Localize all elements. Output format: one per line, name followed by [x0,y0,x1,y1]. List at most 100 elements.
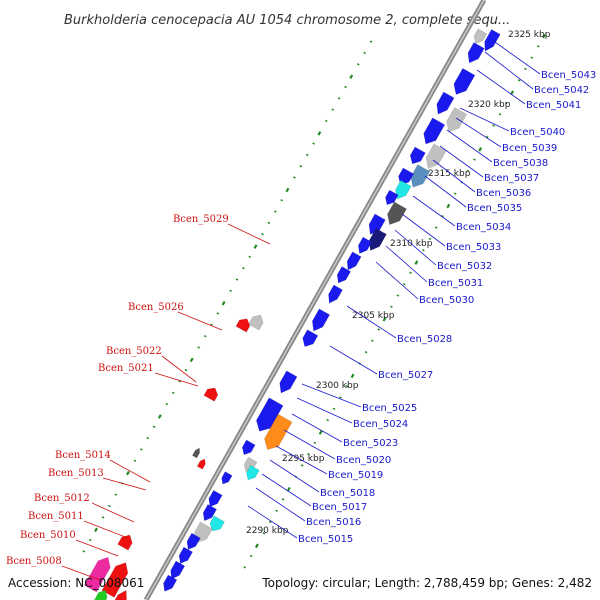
forward-gene-arrow[interactable] [407,164,431,191]
reverse-gene-arrow[interactable] [235,316,252,333]
reverse-gene-arrow[interactable] [111,588,131,600]
gene-label-fwd[interactable]: Bcen_5028 [397,334,452,345]
forward-gene-arrow[interactable] [206,489,223,509]
gc-dot [339,396,342,399]
gene-label-rev[interactable]: Bcen_5013 [48,468,104,479]
forward-gene-arrow[interactable] [420,117,446,148]
forward-gene-arrow[interactable] [219,471,233,486]
gc-dot [197,346,201,349]
reverse-gene-arrow[interactable] [93,588,110,600]
gene-label-rev[interactable]: Bcen_5022 [106,346,162,357]
gene-label-fwd[interactable]: Bcen_5019 [328,470,383,481]
map-title: Burkholderia cenocepacia AU 1054 chromos… [64,13,510,28]
forward-gene-arrow[interactable] [207,515,225,534]
reverse-gene-arrow[interactable] [191,447,201,459]
gc-dot [337,97,341,100]
gc-dot [139,448,143,451]
gene-label-rev[interactable]: Bcen_5010 [20,530,76,541]
leader-line [102,477,147,491]
gene-label-fwd[interactable]: Bcen_5036 [476,188,531,199]
leader-line [177,311,223,331]
gene-label-fwd[interactable]: Bcen_5025 [362,403,417,414]
gene-label-fwd[interactable]: Bcen_5041 [526,100,581,111]
gene-label-fwd[interactable]: Bcen_5039 [502,143,557,154]
reverse-gene-arrow[interactable] [196,458,207,470]
gene-label-rev[interactable]: Bcen_5029 [173,214,229,225]
forward-gene-arrow[interactable] [252,397,284,435]
forward-gene-arrow[interactable] [176,546,193,566]
gc-dot [157,414,162,419]
forward-gene-arrow[interactable] [300,329,319,350]
forward-gene-arrow[interactable] [260,413,293,453]
leader-line [459,107,510,132]
forward-gene-arrow[interactable] [244,464,260,482]
gene-label-rev[interactable]: Bcen_5011 [28,511,84,522]
gene-label-fwd[interactable]: Bcen_5020 [336,455,391,466]
gene-label-rev[interactable]: Bcen_5021 [98,363,154,374]
gene-label-fwd[interactable]: Bcen_5033 [446,242,501,253]
forward-gene-arrow[interactable] [308,308,331,334]
leader-line [91,502,135,523]
forward-gene-arrow[interactable] [240,439,256,457]
gc-dot [281,498,285,501]
forward-gene-arrow[interactable] [464,42,485,65]
forward-gene-arrow[interactable] [355,236,373,256]
gene-label-fwd[interactable]: Bcen_5027 [378,370,433,381]
leader-line [401,213,446,247]
forward-gene-arrow[interactable] [433,91,455,117]
forward-gene-arrow[interactable] [276,370,298,396]
gene-label-fwd[interactable]: Bcen_5018 [320,488,375,499]
gene-label-fwd[interactable]: Bcen_5031 [428,278,483,289]
forward-gene-arrow[interactable] [325,284,343,306]
gene-label-fwd[interactable]: Bcen_5040 [510,127,565,138]
forward-gene-arrow[interactable] [450,67,476,98]
reverse-gene-arrow[interactable] [83,554,114,593]
forward-gene-arrow[interactable] [167,560,186,582]
forward-gene-arrow[interactable] [334,266,351,286]
leader-line [346,305,397,339]
gc-dot [189,357,194,363]
forward-gene-arrow[interactable] [384,201,407,228]
gene-label-fwd[interactable]: Bcen_5035 [467,203,522,214]
gene-label-fwd[interactable]: Bcen_5042 [534,85,589,96]
reverse-gene-arrow[interactable] [117,532,135,551]
reverse-gene-arrow[interactable] [203,385,220,402]
forward-gene-arrow[interactable] [443,106,468,135]
gc-dot [254,543,259,549]
gc-dot [267,221,271,225]
gene-label-rev[interactable]: Bcen_5014 [55,450,111,461]
gc-dot [221,300,226,306]
gc-dot [434,226,438,229]
forward-gene-arrow[interactable] [471,28,488,46]
forward-gene-arrow[interactable] [407,146,426,167]
forward-gene-arrow[interactable] [383,189,399,207]
reverse-gene-arrow[interactable] [248,312,266,331]
gene-label-fwd[interactable]: Bcen_5016 [306,517,361,528]
gc-dot [505,101,508,105]
gene-label-fwd[interactable]: Bcen_5043 [541,70,596,81]
gene-label-fwd[interactable]: Bcen_5024 [353,419,408,430]
forward-gene-arrow[interactable] [395,167,415,188]
gc-dot [422,249,425,252]
reverse-gene-labels: Bcen_5029 Bcen_5026 Bcen_5022 Bcen_5021 … [6,214,229,567]
forward-gene-arrow[interactable] [160,574,178,594]
gc-dot [280,199,284,202]
gene-label-fwd[interactable]: Bcen_5032 [437,261,492,272]
gc-dot [390,305,393,309]
gene-label-rev[interactable]: Bcen_5008 [6,556,62,567]
gene-label-fwd[interactable]: Bcen_5030 [419,295,474,306]
forward-gene-arrow[interactable] [344,251,362,273]
gene-label-fwd[interactable]: Bcen_5023 [343,438,398,449]
gene-label-rev[interactable]: Bcen_5012 [34,493,90,504]
gene-label-rev[interactable]: Bcen_5026 [128,302,184,313]
gc-dot [517,79,521,82]
forward-gene-arrow[interactable] [184,532,201,552]
gene-label-fwd[interactable]: Bcen_5017 [312,502,367,513]
forward-gene-arrow[interactable] [422,143,447,172]
gene-label-fwd[interactable]: Bcen_5015 [298,534,353,545]
gene-label-fwd[interactable]: Bcen_5038 [493,158,548,169]
gene-label-fwd[interactable]: Bcen_5034 [456,222,511,233]
forward-gene-arrow[interactable] [365,213,386,237]
forward-gene-arrow[interactable] [200,504,218,523]
gene-label-fwd[interactable]: Bcen_5037 [484,173,539,184]
